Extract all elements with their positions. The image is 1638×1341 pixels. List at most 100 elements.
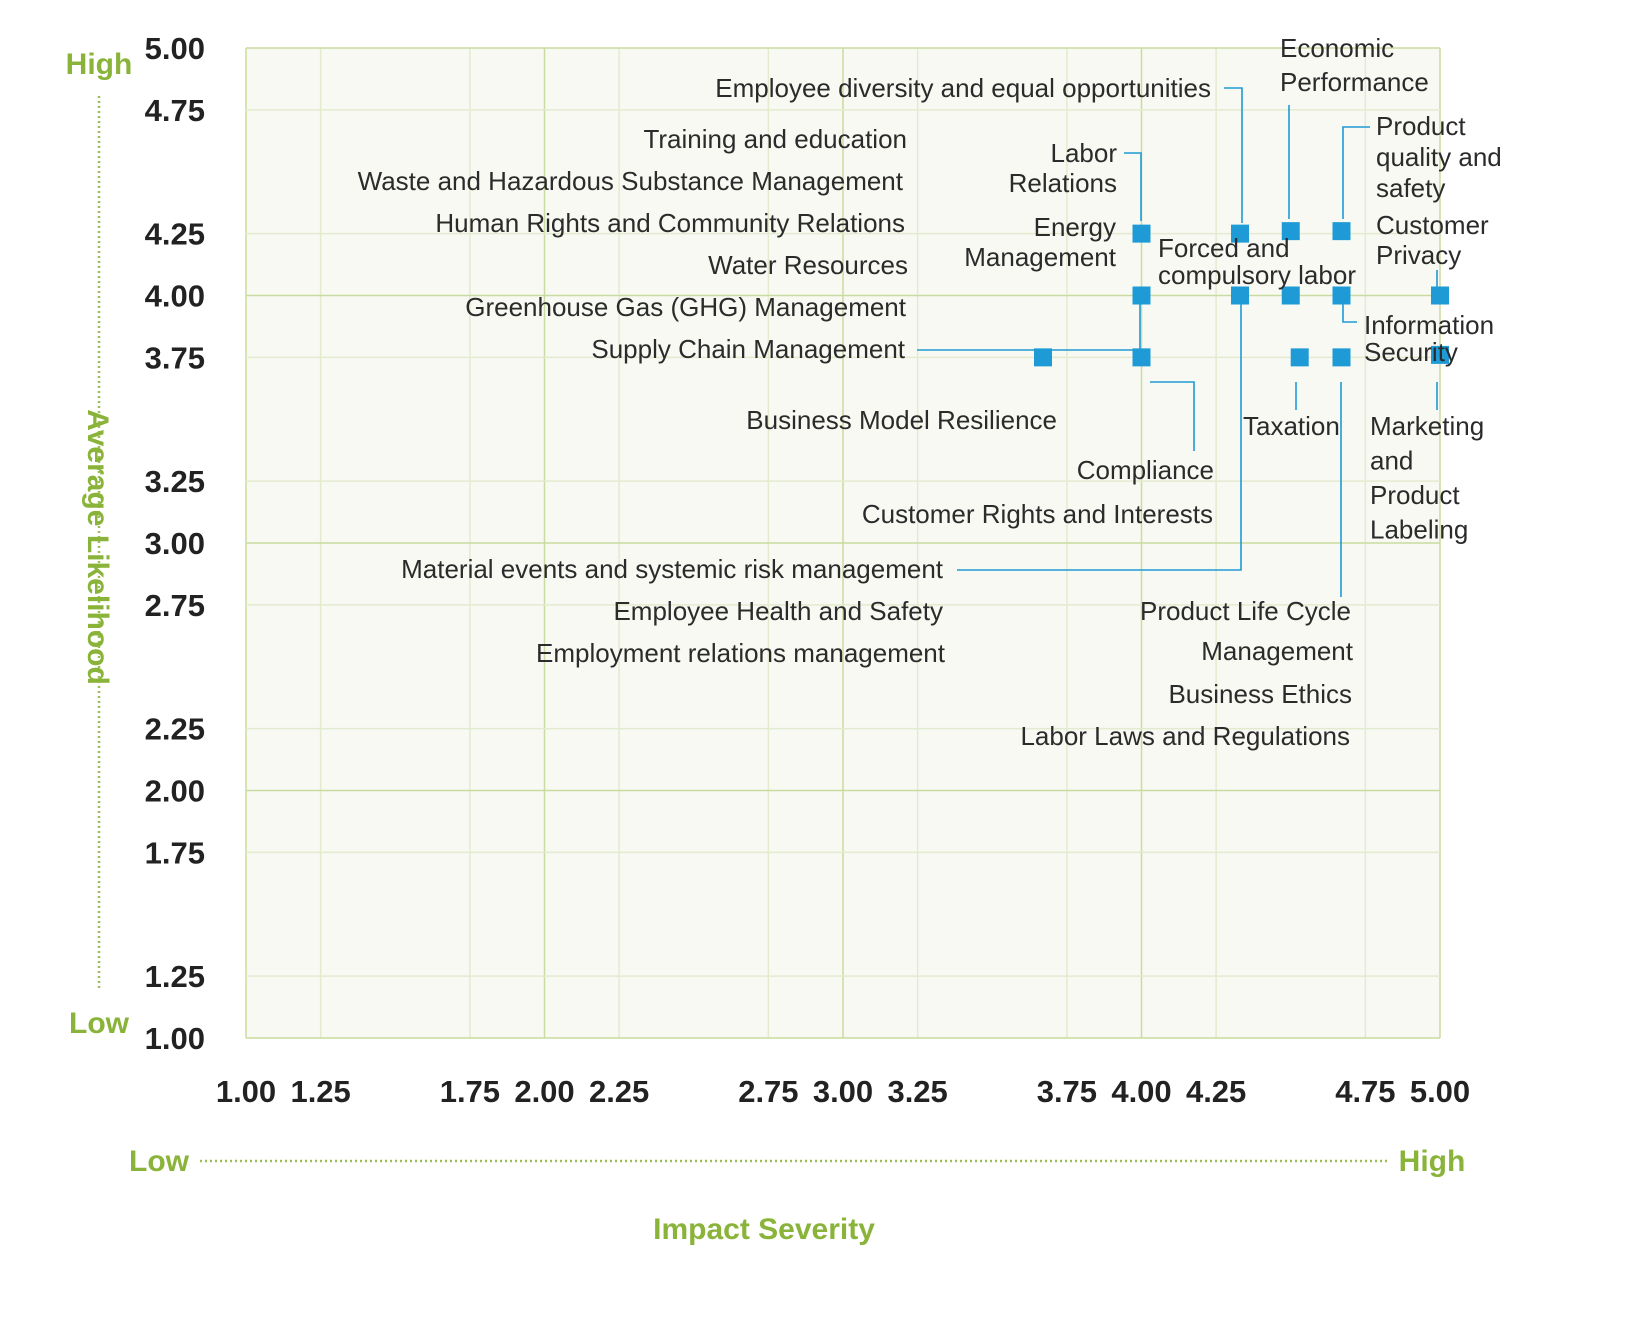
data-point (1281, 286, 1300, 305)
y-tick-label: 4.00 (145, 279, 205, 314)
point-label-line: compulsory labor (1158, 260, 1356, 290)
point-label: Management (1201, 636, 1354, 666)
y-tick-label: 1.25 (145, 959, 205, 994)
point-label-line: Energy (1034, 212, 1116, 242)
data-point (1332, 286, 1351, 305)
point-label-line: Customer Rights and Interests (862, 499, 1213, 529)
y-tick-label: 1.00 (145, 1021, 205, 1056)
point-label: Waste and Hazardous Substance Management (358, 166, 904, 196)
y-tick-label: 2.25 (145, 712, 205, 747)
point-label: Labor Laws and Regulations (1020, 721, 1350, 751)
leader-line (1224, 87, 1243, 223)
x-tick-label: 1.75 (440, 1074, 500, 1109)
point-label-line: Information (1364, 310, 1494, 340)
leader-line (1124, 152, 1142, 221)
x-tick-label: 3.00 (813, 1074, 873, 1109)
y-tick-label: 3.00 (145, 526, 205, 561)
point-label-line: Privacy (1376, 240, 1461, 270)
x-tick-label: 4.25 (1186, 1074, 1246, 1109)
point-label-line: Human Rights and Community Relations (435, 208, 905, 238)
point-label-line: Employment relations management (536, 638, 946, 668)
data-point (1132, 286, 1151, 305)
point-label-line: safety (1376, 173, 1445, 203)
point-label: Compliance (1077, 455, 1214, 485)
point-label-line: Labeling (1370, 515, 1468, 545)
point-label: Business Model Resilience (746, 405, 1057, 435)
data-points (1033, 222, 1449, 367)
point-label: Greenhouse Gas (GHG) Management (465, 292, 907, 322)
y-tick-label: 4.25 (145, 217, 205, 252)
point-label-line: Management (1201, 636, 1354, 666)
x-tick-label: 3.25 (887, 1074, 947, 1109)
point-labels: Employee diversity and equal opportuniti… (358, 33, 1502, 751)
point-label-line: Water Resources (708, 250, 908, 280)
data-point (1290, 348, 1309, 367)
x-tick-label: 2.00 (514, 1074, 574, 1109)
point-label-line: Business Model Resilience (746, 405, 1057, 435)
axis-decorations (97, 96, 1390, 1163)
data-point (1332, 348, 1351, 367)
y-tick-label: 4.75 (145, 93, 205, 128)
point-label: Employee diversity and equal opportuniti… (715, 73, 1211, 103)
point-label-line: Relations (1009, 168, 1117, 198)
point-label-line: Performance (1280, 67, 1429, 97)
leader-line (1150, 381, 1195, 451)
data-point (1132, 224, 1151, 243)
point-label-line: Customer (1376, 210, 1489, 240)
point-label: Economic Performance (1280, 33, 1429, 97)
leader-line (957, 302, 1242, 571)
point-label-line: Greenhouse Gas (GHG) Management (465, 292, 907, 322)
point-label-line: Compliance (1077, 455, 1214, 485)
x-axis-title: Impact Severity (653, 1213, 875, 1246)
y-tick-label: 5.00 (145, 31, 205, 66)
point-label: Product quality and safety (1376, 111, 1502, 203)
x-tick-label: 3.75 (1037, 1074, 1097, 1109)
leader-line (1342, 126, 1370, 219)
data-point (1431, 345, 1449, 364)
point-label: Product Life Cycle (1140, 596, 1351, 626)
data-point (1431, 286, 1449, 305)
point-label-line: Economic (1280, 33, 1394, 63)
point-label: Business Ethics (1168, 679, 1352, 709)
point-label-line: Labor (1051, 138, 1118, 168)
point-label: Supply Chain Management (591, 334, 905, 364)
data-point (1132, 348, 1151, 367)
y-tick-label: 2.00 (145, 774, 205, 809)
point-label-line: Marketing (1370, 411, 1484, 441)
leader-line (1342, 302, 1357, 323)
x-tick-label: 1.00 (216, 1074, 276, 1109)
y-axis-title: Average Likelihood (81, 409, 114, 685)
point-label-line: Waste and Hazardous Substance Management (358, 166, 904, 196)
point-label: Training and education (643, 124, 907, 154)
point-label: Customer Privacy (1376, 210, 1489, 270)
x-tick-label: 1.25 (290, 1074, 350, 1109)
point-label-line: Employee Health and Safety (613, 596, 943, 626)
point-label: Energy Management (964, 212, 1117, 272)
x-tick-label: 2.75 (738, 1074, 798, 1109)
x-tick-label: 4.00 (1111, 1074, 1171, 1109)
x-low-label: Low (129, 1145, 190, 1178)
point-label-line: and (1370, 446, 1413, 476)
point-label-line: Product (1370, 480, 1460, 510)
data-point (1231, 286, 1250, 305)
point-label: Employee Health and Safety (613, 596, 943, 626)
data-point (1231, 224, 1250, 243)
x-high-label: High (1399, 1145, 1466, 1178)
data-point (1033, 348, 1052, 367)
x-tick-labels: 1.00 1.25 1.75 2.00 2.25 2.75 3.00 3.25 3.75 4.00… (216, 1074, 1470, 1109)
point-label: Taxation (1243, 411, 1340, 441)
point-label: Material events and systemic risk manage… (401, 554, 944, 584)
y-tick-label: 3.25 (145, 464, 205, 499)
point-label-line: Forced and (1158, 233, 1290, 263)
point-label: Labor Relations (1009, 138, 1118, 198)
point-label-line: Supply Chain Management (591, 334, 905, 364)
point-label-line: Taxation (1243, 411, 1340, 441)
point-label: Customer Rights and Interests (862, 499, 1213, 529)
point-label-line: Material events and systemic risk manage… (401, 554, 944, 584)
x-tick-label: 2.25 (589, 1074, 649, 1109)
y-low-label: Low (69, 1007, 130, 1040)
point-label-line: quality and (1376, 142, 1502, 172)
point-label-line: Product (1376, 111, 1466, 141)
x-tick-label: 4.75 (1335, 1074, 1395, 1109)
